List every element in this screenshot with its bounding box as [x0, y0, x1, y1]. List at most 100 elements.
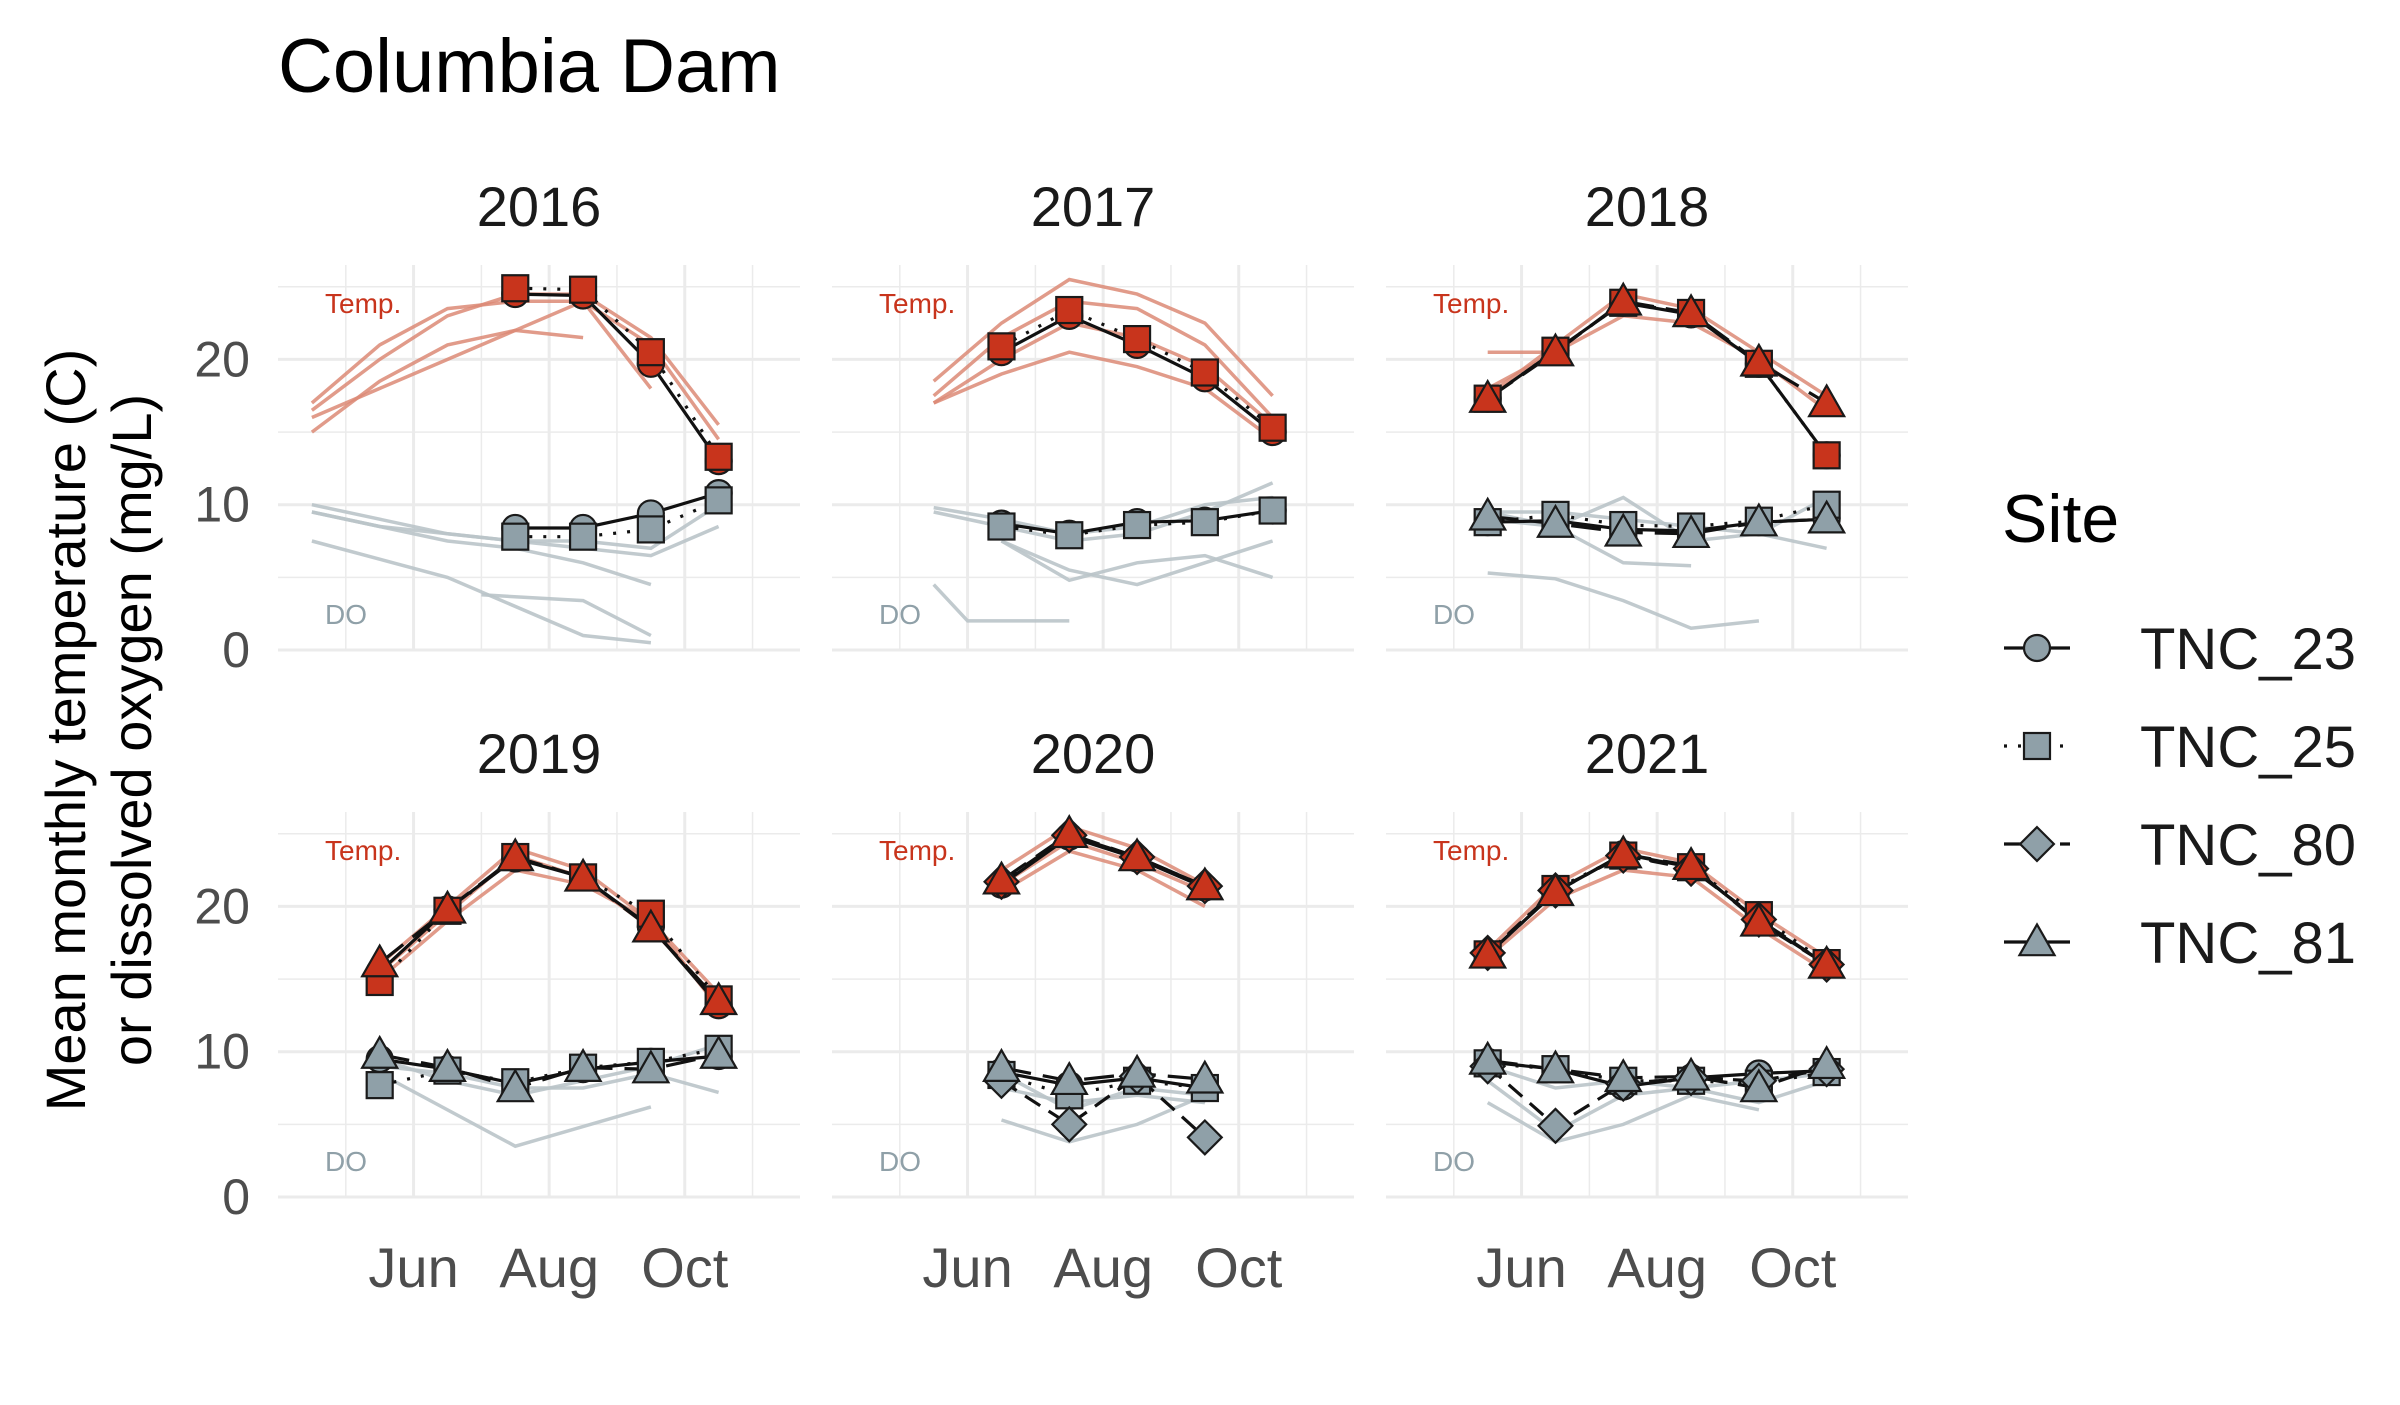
legend-entry-TNC_81: TNC_81	[2004, 911, 2356, 976]
do-point-TNC_25	[501, 522, 530, 551]
temp-annotation: Temp.	[879, 835, 955, 866]
do-background-line	[1000, 1093, 1206, 1144]
gridlines	[278, 812, 800, 1199]
chart-title: Columbia Dam	[278, 24, 781, 109]
x-tick-label: Jun	[1476, 1236, 1566, 1299]
temp-line-TNC_25	[1486, 301, 1828, 457]
temp-background-line	[1000, 839, 1206, 894]
facet-panels: 201601020Temp.DO2017Temp.DO2018Temp.DO20…	[194, 175, 1908, 1299]
temp-point-TNC_81	[1739, 342, 1779, 377]
temp-point-TNC_81	[1185, 866, 1225, 901]
temp-point-TNC_25	[704, 442, 733, 471]
do-point-TNC_81	[1807, 1045, 1847, 1080]
do-background-line	[1486, 1093, 1760, 1144]
do-point-TNC_80	[1537, 1107, 1574, 1145]
legend-entry-TNC_25: TNC_25	[2004, 715, 2356, 780]
temp-point-TNC_81	[563, 857, 603, 892]
gridlines	[1386, 265, 1908, 652]
series-points	[501, 274, 733, 551]
do-point-TNC_81	[495, 1068, 535, 1103]
temp-point-TNC_25	[1258, 413, 1287, 442]
temp-point-TNC_81	[1603, 281, 1643, 316]
x-tick-label: Jun	[922, 1236, 1012, 1299]
do-line-TNC_80	[1000, 1074, 1206, 1139]
temp-line-TNC_81	[1000, 832, 1206, 888]
legend-entry-TNC_23: TNC_23	[2004, 617, 2356, 682]
x-tick-label: Aug	[1053, 1236, 1153, 1299]
temp-point-TNC_81	[1671, 845, 1711, 881]
x-tick-label: Oct	[1749, 1236, 1837, 1299]
temp-point-TNC_25	[1812, 441, 1841, 470]
do-point-TNC_25	[1190, 508, 1219, 537]
temp-point-TNC_25	[568, 275, 598, 304]
temp-line-TNC_25	[515, 286, 720, 458]
y-axis-label-line2: or dissolved oxygen (mg/L)	[100, 394, 163, 1066]
y-axis-label: Mean monthly temperature (C) or dissolve…	[34, 349, 163, 1112]
do-background-line	[481, 593, 652, 638]
temp-point-TNC_81	[1807, 383, 1847, 418]
temp-annotation: Temp.	[1433, 288, 1509, 319]
series-points	[987, 295, 1287, 550]
temp-point-TNC_25	[1055, 295, 1084, 325]
legend-key-marker	[2017, 922, 2057, 957]
gridlines	[832, 812, 1354, 1199]
do-annotation: DO	[1433, 599, 1475, 630]
temp-point-TNC_81	[1603, 834, 1643, 869]
do-point-TNC_81	[428, 1047, 467, 1082]
series-points	[1468, 281, 1847, 549]
do-point-TNC_81	[1739, 1068, 1779, 1103]
do-annotation: DO	[879, 599, 921, 630]
do-point-TNC_81	[982, 1047, 1021, 1082]
do-point-TNC_81	[1468, 1040, 1508, 1075]
temp-line-TNC_80	[1000, 833, 1206, 888]
do-point-TNC_81	[1671, 1056, 1711, 1091]
y-tick-label: 10	[194, 1024, 250, 1080]
temp-point-TNC_81	[495, 837, 535, 872]
do-point-TNC_25	[1055, 521, 1084, 550]
temp-point-TNC_81	[1536, 872, 1575, 907]
do-point-TNC_25	[704, 486, 733, 515]
facet-panel-2018: 2018 Temp. DO	[1386, 175, 1908, 652]
series-points	[1468, 834, 1847, 1145]
legend-key-marker	[2018, 825, 2056, 863]
y-tick-label: 0	[222, 622, 250, 678]
temp-point-TNC_25	[987, 332, 1016, 361]
do-point-TNC_81	[1807, 499, 1847, 534]
legend: Site TNC_23 TNC_25 TNC_80 TNC_81	[2002, 481, 2356, 976]
do-point-TNC_80	[1050, 1105, 1088, 1143]
do-annotation: DO	[879, 1146, 921, 1177]
temp-point-TNC_25	[1122, 324, 1152, 354]
legend-title: Site	[2002, 481, 2119, 557]
facet-panel-2019: 2019 0 10 20 Jun Aug Oct Temp. DO	[194, 722, 800, 1299]
do-point-TNC_81	[631, 1049, 671, 1084]
do-point-TNC_81	[1117, 1053, 1157, 1088]
do-point-TNC_25	[365, 1071, 394, 1100]
do-annotation: DO	[325, 1146, 367, 1177]
temp-point-TNC_81	[1049, 814, 1089, 849]
temp-background-line	[1000, 824, 1206, 887]
temp-annotation: Temp.	[879, 288, 955, 319]
x-tick-label: Aug	[499, 1236, 599, 1299]
temp-point-TNC_25	[501, 274, 530, 303]
series-points	[360, 837, 739, 1103]
legend-label: TNC_80	[2140, 813, 2356, 878]
do-point-TNC_81	[1603, 1058, 1643, 1093]
do-background-line	[1000, 539, 1274, 587]
gridlines	[832, 265, 1354, 652]
temp-point-TNC_81	[428, 889, 467, 924]
temp-point-TNC_81	[982, 860, 1021, 895]
do-line-TNC_23	[515, 491, 720, 530]
facet-label: 2016	[477, 175, 602, 238]
do-point-TNC_81	[1739, 502, 1779, 537]
y-tick-label: 20	[194, 878, 250, 934]
do-background-line	[1000, 539, 1274, 583]
temp-annotation: Temp.	[325, 288, 401, 319]
y-tick-label: 0	[222, 1169, 250, 1225]
do-background-line	[1487, 510, 1692, 568]
facet-panel-2017: 2017 Temp. DO	[832, 175, 1354, 652]
temp-line-TNC_23	[515, 292, 720, 463]
do-background-line	[932, 583, 1070, 623]
facet-panel-2020: 2020 Jun Aug Oct Temp. DO	[832, 722, 1354, 1299]
